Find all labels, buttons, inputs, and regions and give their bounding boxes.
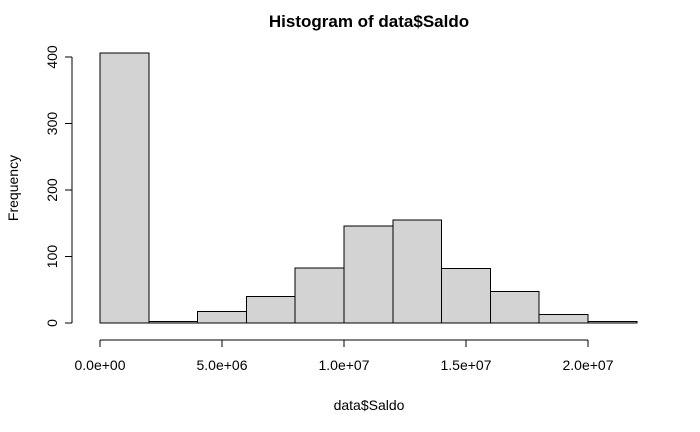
histogram-bar xyxy=(441,267,491,324)
chart-title: Histogram of data$Saldo xyxy=(269,12,469,31)
histogram-bar xyxy=(489,291,540,324)
x-tick-label: 5.0e+06 xyxy=(197,357,248,373)
y-tick-label: 0 xyxy=(44,319,60,327)
y-axis: 0 100 200 300 400 xyxy=(44,45,73,327)
histogram-bar xyxy=(587,321,638,324)
y-tick-label: 100 xyxy=(44,245,60,269)
histogram-bar xyxy=(99,52,150,324)
histogram-bar xyxy=(294,267,345,324)
histogram-bar xyxy=(343,225,394,324)
histogram-bar xyxy=(392,219,443,324)
x-axis-label: data$Saldo xyxy=(334,397,405,413)
x-tick-label: 0.0e+00 xyxy=(75,357,126,373)
x-axis: 0.0e+00 5.0e+06 1.0e+07 1.5e+07 2.0e+07 xyxy=(75,339,614,373)
y-tick-label: 300 xyxy=(44,112,60,136)
histogram-bar xyxy=(197,311,247,324)
bars-group xyxy=(99,52,638,324)
x-tick-label: 1.0e+07 xyxy=(319,357,370,373)
y-axis-label: Frequency xyxy=(5,155,21,221)
histogram-bar xyxy=(538,313,589,324)
y-tick-label: 400 xyxy=(44,45,60,69)
y-tick-label: 200 xyxy=(44,178,60,202)
histogram-bar xyxy=(245,295,296,324)
histogram-bar xyxy=(148,321,199,324)
x-tick-label: 2.0e+07 xyxy=(563,357,614,373)
x-tick-label: 1.5e+07 xyxy=(441,357,492,373)
